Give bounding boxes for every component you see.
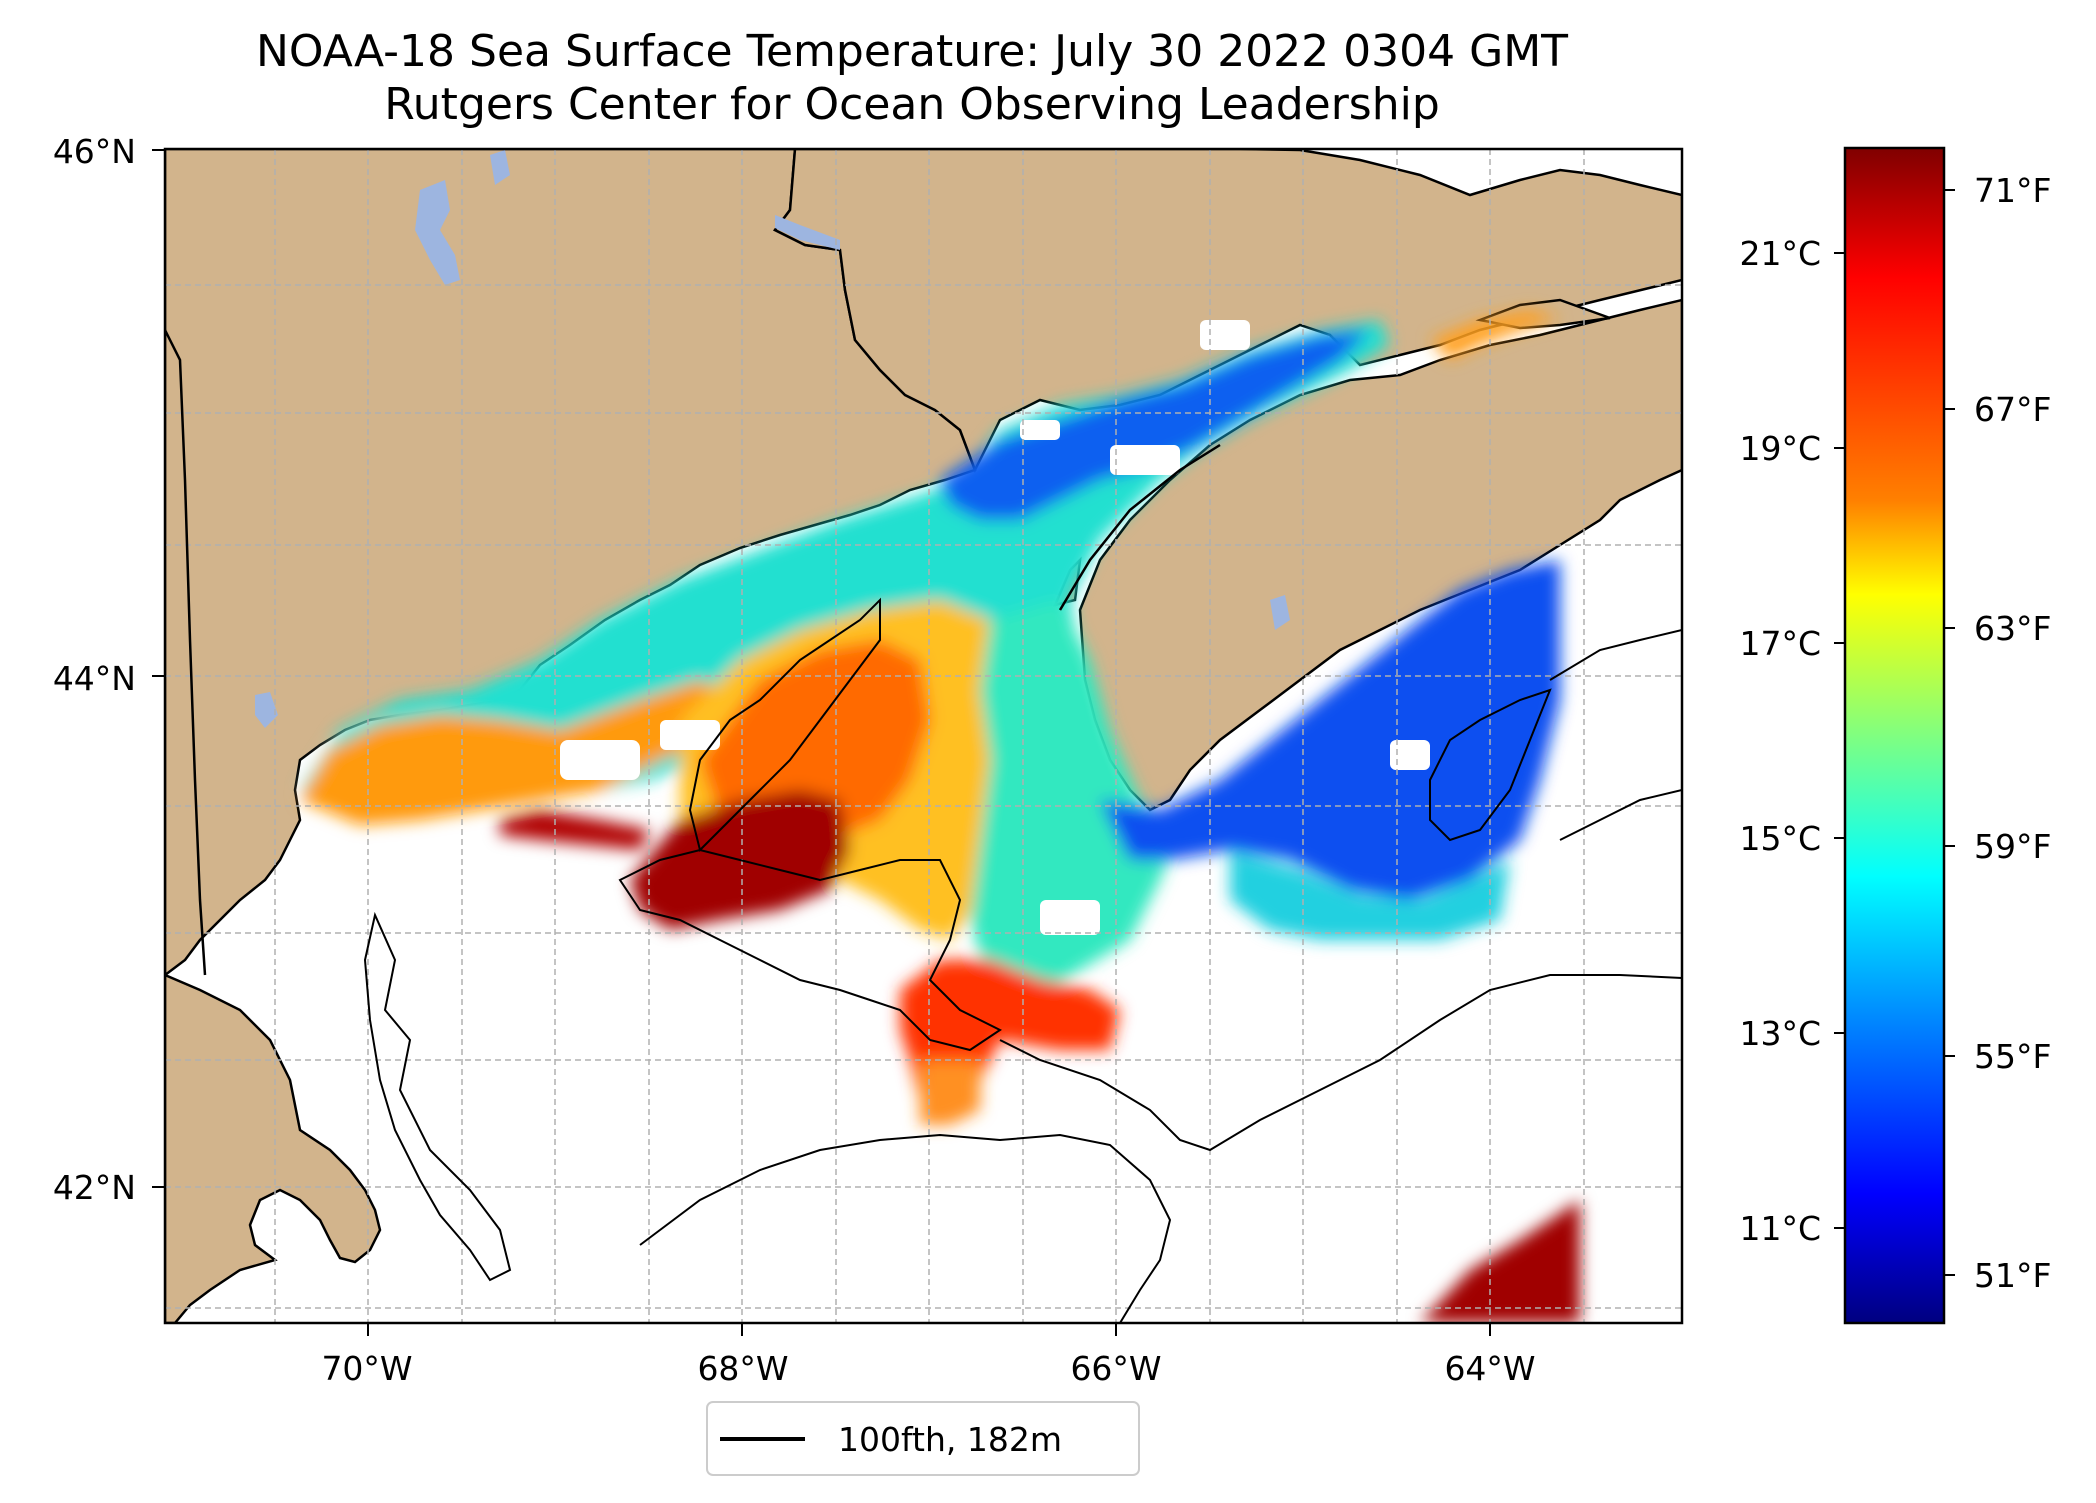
lake-small-1 bbox=[490, 150, 510, 185]
isobath-scotian-1 bbox=[1429, 688, 1552, 842]
sst-scotian-blue bbox=[1100, 560, 1560, 900]
colorbar-gradient bbox=[1843, 146, 1946, 1325]
isobath-gulf-basin bbox=[363, 911, 512, 1282]
cbar-f-51: 51°F bbox=[1974, 1256, 2051, 1295]
lake-small-3 bbox=[775, 215, 840, 250]
cbar-c-15: 15°C bbox=[1739, 819, 1821, 858]
isobath-jordan-basin bbox=[688, 597, 881, 852]
sst-western-orange bbox=[300, 680, 740, 825]
isobath-scotian-3 bbox=[1559, 789, 1682, 841]
cbar-c-19: 19°C bbox=[1739, 429, 1821, 468]
lon-label-70w: 70°W bbox=[321, 1349, 412, 1388]
legend-label: 100fth, 182m bbox=[838, 1420, 1062, 1459]
colorbar-celsius-ticks bbox=[1834, 252, 1845, 1229]
isobath-georges-basin bbox=[618, 848, 1002, 1052]
cbar-f-63: 63°F bbox=[1974, 609, 2051, 648]
land-massachusetts bbox=[165, 973, 382, 1323]
lake-ns bbox=[1270, 595, 1290, 630]
sst-fundy-blue bbox=[940, 330, 1370, 520]
lon-label-66w: 66°W bbox=[1070, 1349, 1161, 1388]
chart-subtitle: Rutgers Center for Ocean Observing Leade… bbox=[384, 79, 1440, 130]
cbar-f-55: 55°F bbox=[1974, 1037, 2051, 1076]
colorbar-fahrenheit-ticks bbox=[1944, 189, 1955, 1276]
lat-label-46n: 46°N bbox=[53, 132, 136, 171]
land-areas bbox=[165, 149, 1682, 1323]
lon-label-64w: 64°W bbox=[1444, 1349, 1535, 1388]
lake-small-2 bbox=[255, 692, 278, 728]
cbar-f-71: 71°F bbox=[1974, 171, 2051, 210]
legend: 100fth, 182m bbox=[706, 1401, 1140, 1476]
cloud-gaps bbox=[560, 320, 1430, 935]
lat-axis: 46°N 44°N 42°N bbox=[53, 132, 165, 1207]
lon-label-68w: 68°W bbox=[697, 1349, 788, 1388]
sst-se-red bbox=[1420, 1200, 1580, 1323]
sst-orange-core bbox=[700, 640, 930, 840]
lat-label-44n: 44°N bbox=[53, 659, 136, 698]
isobath-scotian-2 bbox=[1549, 629, 1682, 681]
lakes bbox=[255, 150, 1290, 728]
isobath-shelf-edge bbox=[999, 974, 1682, 1152]
sst-scotian-cyan bbox=[1230, 850, 1510, 940]
cbar-c-17: 17°C bbox=[1739, 624, 1821, 663]
cbar-c-11: 11°C bbox=[1739, 1209, 1821, 1248]
chart-title: NOAA-18 Sea Surface Temperature: July 30… bbox=[256, 26, 1568, 77]
cbar-f-59: 59°F bbox=[1974, 827, 2051, 866]
colorbar: 21°C 19°C 17°C 15°C 13°C 11°C 71°F 67°F … bbox=[1739, 146, 2051, 1325]
cbar-f-67: 67°F bbox=[1974, 390, 2051, 429]
sst-fundy-orange bbox=[1430, 310, 1560, 360]
lon-axis: 70°W 68°W 66°W 64°W bbox=[321, 1323, 1536, 1388]
cbar-c-13: 13°C bbox=[1739, 1014, 1821, 1053]
cbar-c-21: 21°C bbox=[1739, 234, 1821, 273]
land-new-brunswick bbox=[773, 149, 1682, 474]
isobath-100fth bbox=[363, 597, 1682, 1323]
sst-hot-west bbox=[500, 810, 650, 850]
isobath-georges-outer bbox=[639, 1133, 1172, 1323]
sst-field bbox=[300, 310, 1580, 1323]
lake-moosehead bbox=[415, 180, 460, 285]
legend-box bbox=[706, 1401, 1140, 1476]
map-area bbox=[165, 149, 1682, 1323]
map-frame bbox=[163, 147, 1684, 1325]
lat-label-42n: 42°N bbox=[53, 1168, 136, 1207]
coastline-accents bbox=[165, 329, 1221, 976]
sst-south-tongue-tip bbox=[920, 1060, 980, 1125]
